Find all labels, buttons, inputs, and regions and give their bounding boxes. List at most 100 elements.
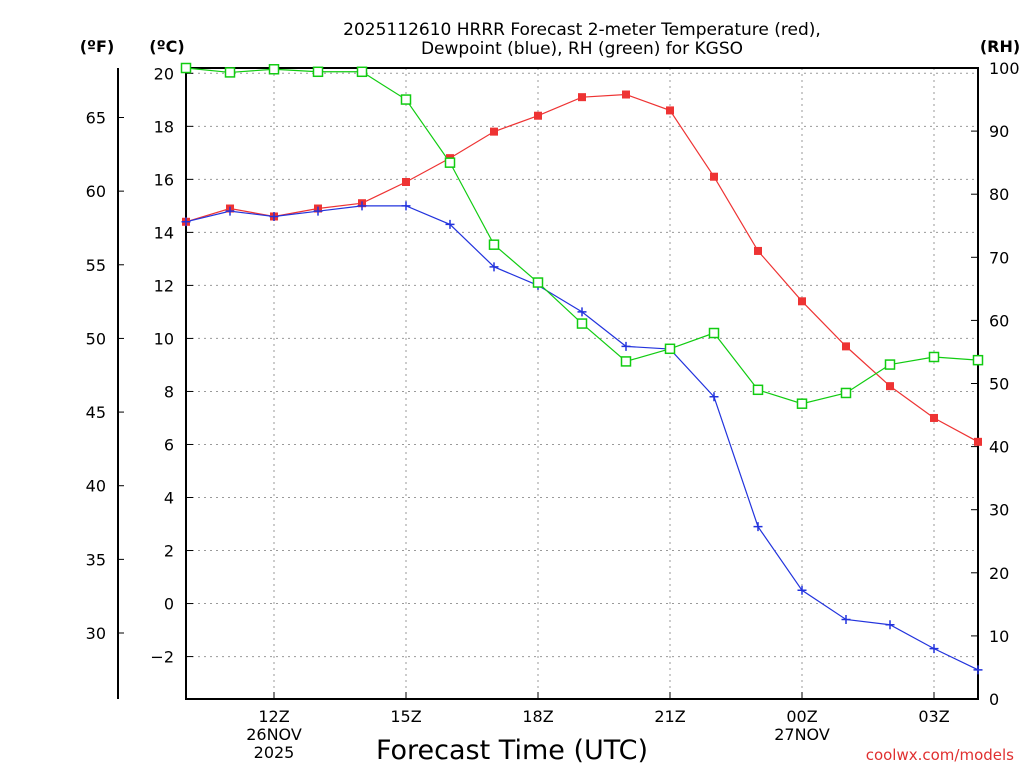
rh-point — [312, 66, 324, 78]
date-label: 26NOV — [246, 725, 302, 744]
temperature-point — [622, 90, 630, 99]
x-tick-label: 21Z — [654, 707, 685, 726]
fahrenheit-tick-label: 40 — [86, 477, 106, 496]
temperature-point — [930, 413, 938, 422]
celsius-unit-label: (ºC) — [149, 37, 184, 56]
x-tick-label: 00Z — [786, 707, 817, 726]
rh-point — [400, 94, 412, 105]
dewpoint-point — [313, 206, 323, 216]
fahrenheit-tick-label: 45 — [86, 403, 106, 422]
rh-tick-label: 90 — [989, 122, 1009, 141]
dewpoint-point — [621, 341, 631, 351]
plot-frame — [185, 67, 979, 700]
dewpoint-point — [885, 620, 895, 630]
rh-point — [224, 67, 236, 78]
axes: 20181614121086420−2656055504540353010090… — [86, 59, 1020, 762]
x-tick-label: 03Z — [918, 707, 949, 726]
celsius-tick-label: 12 — [154, 276, 174, 295]
rh-tick-label: 10 — [989, 627, 1009, 646]
fahrenheit-tick-label: 65 — [86, 108, 106, 127]
celsius-tick-label: 10 — [154, 329, 174, 348]
rh-tick-label: 20 — [989, 564, 1009, 583]
rh-point — [532, 277, 544, 288]
data-series — [185, 67, 979, 671]
temperature-point — [842, 342, 850, 351]
rh-tick-label: 0 — [989, 690, 999, 709]
x-tick-label: 18Z — [522, 707, 553, 726]
temperature-point — [754, 246, 762, 255]
rh-tick-label: 100 — [989, 59, 1020, 78]
rh-tick-label: 50 — [989, 375, 1009, 394]
dewpoint-point — [401, 201, 411, 211]
celsius-tick-label: 16 — [154, 170, 174, 189]
watermark-text: coolwx.com/models — [866, 746, 1014, 764]
x-axis-title: Forecast Time (UTC) — [376, 735, 648, 766]
temperature-point — [798, 297, 806, 306]
rh-unit-label: (RH) — [980, 37, 1020, 56]
rh-tick-label: 80 — [989, 185, 1009, 204]
temperature-point — [402, 178, 410, 187]
dewpoint-point — [269, 211, 279, 221]
fahrenheit-tick-label: 50 — [86, 329, 106, 348]
dewpoint-point — [929, 644, 939, 654]
fahrenheit-tick-label: 35 — [86, 550, 106, 569]
dewpoint-point — [841, 614, 851, 624]
grid-lines — [186, 68, 978, 699]
x-tick-label: 12Z — [258, 707, 289, 726]
dewpoint-point — [357, 201, 367, 211]
celsius-tick-label: 14 — [154, 223, 174, 242]
fahrenheit-tick-label: 30 — [86, 624, 106, 643]
dewpoint-point — [753, 522, 763, 532]
rh-point — [664, 343, 676, 355]
dewpoint-point — [445, 219, 455, 229]
date-label: 27NOV — [774, 725, 830, 744]
date-label: 2025 — [254, 743, 295, 762]
rh-point — [928, 351, 940, 363]
temperature-point — [578, 93, 586, 102]
rh-point — [796, 398, 808, 409]
rh-point — [488, 239, 500, 250]
chart-title-line2: Dewpoint (blue), RH (green) for KGSO — [421, 39, 743, 59]
temperature-line — [185, 93, 979, 443]
rh-point — [752, 384, 764, 396]
rh-tick-label: 70 — [989, 248, 1009, 267]
dewpoint-point — [489, 262, 499, 272]
rh-point — [620, 356, 632, 367]
celsius-tick-label: 6 — [164, 435, 174, 454]
rh-point — [180, 62, 192, 74]
chart-title-line1: 2025112610 HRRR Forecast 2-meter Tempera… — [343, 20, 821, 40]
rh-point — [884, 359, 896, 370]
rh-tick-label: 60 — [989, 311, 1009, 330]
rh-line — [185, 67, 979, 405]
fahrenheit-tick-label: 55 — [86, 256, 106, 275]
temperature-point — [886, 382, 894, 391]
rh-point — [708, 327, 720, 339]
dewpoint-point — [577, 307, 587, 317]
rh-tick-label: 40 — [989, 438, 1009, 457]
rh-point — [268, 64, 280, 75]
rh-point — [840, 387, 852, 399]
fahrenheit-tick-label: 60 — [86, 182, 106, 201]
celsius-tick-label: 4 — [164, 489, 174, 508]
x-tick-label: 15Z — [390, 707, 421, 726]
dewpoint-line — [185, 205, 979, 671]
celsius-tick-label: 2 — [164, 542, 174, 561]
data-markers — [180, 62, 984, 675]
dewpoint-point — [709, 392, 719, 402]
dewpoint-point — [973, 665, 983, 675]
rh-point — [444, 157, 456, 168]
temperature-point — [534, 111, 542, 120]
rh-point — [356, 66, 368, 78]
celsius-tick-label: 18 — [154, 117, 174, 136]
rh-point — [972, 354, 984, 366]
fahrenheit-unit-label: (ºF) — [80, 37, 115, 56]
temperature-point — [490, 127, 498, 136]
celsius-tick-label: −2 — [150, 648, 174, 667]
rh-point — [576, 318, 588, 329]
celsius-tick-label: 0 — [164, 595, 174, 614]
dewpoint-point — [225, 206, 235, 216]
celsius-tick-label: 20 — [154, 64, 174, 83]
temperature-point — [666, 106, 674, 115]
dewpoint-point — [181, 217, 191, 227]
